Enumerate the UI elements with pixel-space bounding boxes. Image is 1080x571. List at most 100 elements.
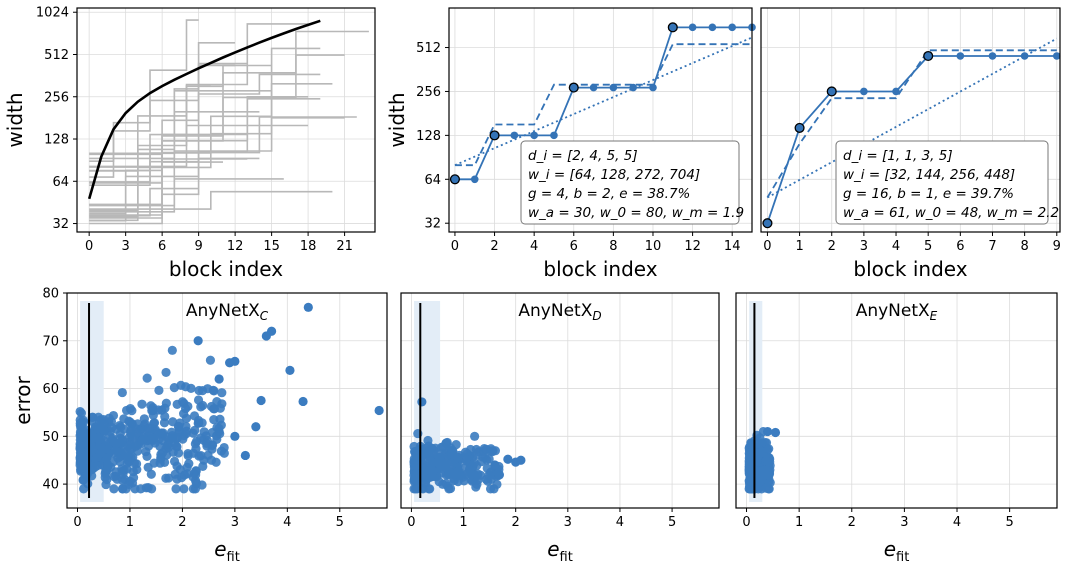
scatter-point [215, 403, 225, 413]
y-axis-label: error [11, 376, 35, 425]
scatter-point [162, 450, 172, 460]
scatter-point [79, 484, 89, 494]
scatter-point [216, 446, 227, 456]
plot-frame [76, 7, 376, 233]
scatter-point [108, 410, 119, 421]
sample-curve [89, 73, 321, 183]
x-tick-label: 8 [609, 239, 617, 254]
scatter-point [139, 414, 149, 424]
annotation-line: w_a = 61, w_0 = 48, w_m = 2.2 [843, 205, 1059, 221]
sample-curve [89, 178, 284, 207]
scatter-point [178, 434, 188, 444]
scatter-point [176, 380, 186, 390]
scatter-point [490, 460, 500, 470]
y-tick-label: 40 [42, 478, 59, 493]
scatter-point [199, 427, 209, 437]
x-tick-label: 5 [668, 515, 676, 530]
y-tick-label: 256 [416, 85, 441, 100]
scatter-point [142, 373, 152, 383]
y-tick-label: 128 [44, 133, 69, 148]
x-tick-label: 18 [300, 239, 317, 254]
x-tick-label: 12 [684, 239, 701, 254]
plot-frame [735, 292, 1058, 509]
series-dashed [766, 49, 1057, 198]
series-point [1052, 52, 1061, 60]
annotation-line: d_i = [2, 4, 5, 5] [528, 148, 638, 164]
x-axis-label-main: e [214, 537, 226, 561]
x-axis-label-main: e [884, 537, 896, 561]
scatter-point [164, 473, 174, 483]
scatter-point [76, 408, 87, 418]
scatter-point [171, 484, 181, 494]
x-tick-label: 3 [564, 515, 572, 530]
scatter-point [417, 397, 427, 407]
scatter-point [138, 434, 149, 444]
series-point [860, 87, 868, 96]
scatter-point [136, 484, 146, 494]
scatter-point [174, 422, 184, 432]
y-tick-label: 256 [44, 90, 69, 105]
scatter-point [119, 414, 129, 424]
scatter-point [225, 358, 235, 368]
scatter-point [179, 484, 189, 494]
series-point [708, 23, 717, 32]
highlight-point [449, 174, 460, 185]
scatter-point [181, 421, 191, 432]
scatter-point [205, 355, 216, 365]
scatter-point [95, 448, 105, 458]
x-axis-label: efit [214, 537, 240, 565]
x-tick-label: 8 [1020, 239, 1028, 254]
scatter-point [94, 434, 104, 445]
annotation-line: g = 4, b = 2, e = 38.7% [528, 186, 690, 202]
scatter-point [503, 454, 513, 464]
y-tick-label: 60 [42, 382, 59, 397]
x-tick-label: 3 [900, 515, 908, 530]
highlight-point [762, 218, 773, 229]
x-tick-label: 10 [645, 239, 662, 254]
scatter-point [447, 449, 457, 459]
fit-curve [87, 19, 321, 200]
series-point [728, 23, 736, 32]
series-dashed [454, 43, 752, 167]
scatter-point [209, 404, 219, 414]
series-point [649, 83, 657, 92]
scatter-point [179, 470, 190, 480]
annotation-line: w_i = [32, 144, 256, 448] [843, 167, 1015, 183]
x-axis-label-sub: fit [560, 550, 573, 565]
x-tick-label: 4 [530, 239, 538, 254]
series-point [589, 83, 598, 92]
y-tick-label: 64 [424, 173, 441, 188]
x-tick-label: 5 [924, 239, 932, 254]
scatter-point [117, 387, 127, 398]
y-tick-label: 1024 [36, 6, 69, 21]
scatter-point [489, 484, 499, 494]
x-tick-label: 0 [73, 515, 81, 530]
scatter-point [144, 426, 154, 437]
panel-title-main: AnyNetX [518, 301, 592, 321]
highlight-point [568, 82, 579, 93]
plot-frame [760, 7, 1061, 233]
scatter-point [78, 432, 88, 442]
x-tick-label: 0 [85, 239, 93, 254]
x-tick-label: 1 [795, 239, 803, 254]
scatter-point [131, 441, 141, 451]
series-linear [766, 37, 1058, 199]
series-point [688, 23, 697, 32]
scatter-point [765, 478, 775, 488]
highlight-point [794, 122, 805, 133]
scatter-point [184, 458, 194, 469]
annotation-line: g = 16, b = 1, e = 39.7% [843, 186, 1014, 202]
scatter-point [212, 422, 222, 433]
x-tick-label: 0 [763, 239, 771, 254]
x-tick-label: 2 [490, 239, 498, 254]
x-tick-label: 5 [1005, 515, 1013, 530]
scatter-point [107, 422, 117, 433]
scatter-point [303, 302, 313, 312]
scatter-point [129, 458, 140, 468]
scatter-point [770, 427, 781, 438]
scatter-point [180, 403, 191, 414]
x-tick-label: 3 [860, 239, 868, 254]
